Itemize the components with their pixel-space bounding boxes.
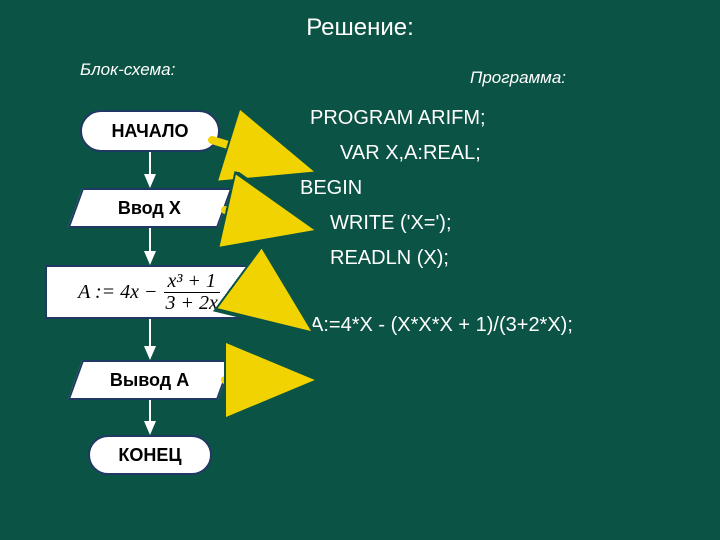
formula-fraction: x³ + 1 3 + 2x: [162, 271, 222, 314]
caption-program: Программа:: [470, 68, 566, 88]
flowchart-output-label: Вывод A: [110, 370, 189, 391]
formula-numerator: x³ + 1: [164, 271, 220, 293]
flowchart-process: A := 4x − x³ + 1 3 + 2x: [45, 265, 255, 319]
code-line-1: VAR X,A:REAL;: [340, 142, 481, 165]
formula-prefix: A := 4x −: [78, 281, 157, 304]
flowchart-input-label: Ввод X: [118, 198, 181, 219]
formula-denominator: 3 + 2x: [162, 293, 222, 314]
code-line-3: WRITE ('X=');: [330, 212, 452, 235]
flowchart-input: Ввод X: [68, 188, 233, 228]
flowchart-output: Вывод A: [68, 360, 233, 400]
code-line-5: A:=4*X - (X*X*X + 1)/(3+2*X);: [310, 314, 573, 337]
code-line-2: BEGIN: [300, 177, 362, 200]
formula: A := 4x − x³ + 1 3 + 2x: [78, 271, 222, 314]
flowchart-end-label: КОНЕЦ: [118, 445, 181, 466]
flowchart-start-label: НАЧАЛО: [111, 121, 188, 142]
flowchart-start: НАЧАЛО: [80, 110, 220, 152]
code-line-0: PROGRAM ARIFM;: [310, 107, 486, 130]
code-line-4: READLN (X);: [330, 247, 449, 270]
flowchart-end: КОНЕЦ: [88, 435, 212, 475]
caption-flowchart: Блок-схема:: [80, 60, 175, 80]
page-title: Решение:: [306, 14, 414, 42]
